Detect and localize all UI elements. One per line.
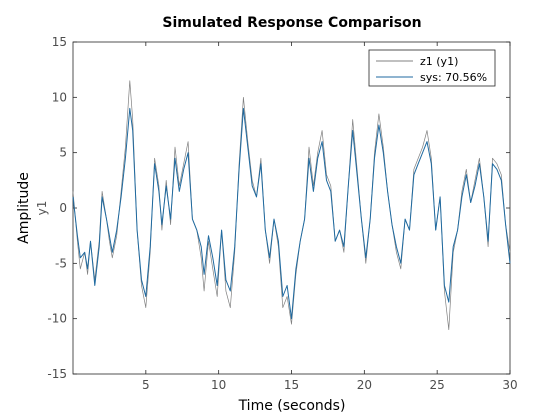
legend-label-measured: z1 (y1) bbox=[420, 55, 458, 68]
channel-label: y1 bbox=[35, 201, 49, 216]
y-tick-label: -15 bbox=[47, 367, 67, 381]
y-tick-label: 15 bbox=[52, 35, 67, 49]
legend: z1 (y1) sys: 70.56% bbox=[368, 49, 496, 87]
ticks-layer: 5 10 15 20 25 30 -15 -10 -5 0 5 10 15 bbox=[47, 35, 517, 392]
series-layer bbox=[72, 80, 511, 331]
y-tick-label: 10 bbox=[52, 90, 67, 104]
x-tick-label: 20 bbox=[357, 378, 372, 392]
plot-area: 5 10 15 20 25 30 -15 -10 -5 0 5 10 15 bbox=[47, 35, 517, 392]
y-tick-label: 5 bbox=[59, 146, 67, 160]
legend-box bbox=[368, 49, 496, 87]
x-axis-label: Time (seconds) bbox=[238, 398, 346, 414]
y-axis-label: Amplitude bbox=[16, 172, 32, 244]
series-line-model bbox=[72, 107, 511, 320]
x-tick-label: 30 bbox=[502, 378, 517, 392]
x-tick-label: 10 bbox=[211, 378, 226, 392]
x-tick-label: 5 bbox=[142, 378, 150, 392]
y-tick-label: -5 bbox=[55, 256, 67, 270]
chart-title: Simulated Response Comparison bbox=[162, 15, 421, 31]
x-tick-label: 15 bbox=[284, 378, 299, 392]
y-tick-label: 0 bbox=[59, 201, 67, 215]
x-tick-label: 25 bbox=[430, 378, 445, 392]
y-tick-label: -10 bbox=[47, 312, 67, 326]
legend-label-model: sys: 70.56% bbox=[420, 71, 487, 84]
